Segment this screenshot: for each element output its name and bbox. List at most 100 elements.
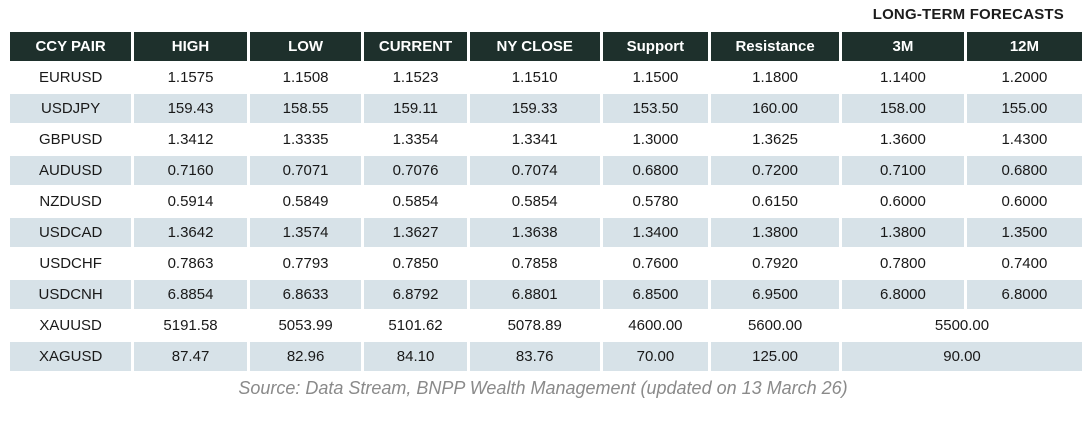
value-cell: 0.5914: [131, 185, 250, 218]
column-header-current: CURRENT: [361, 30, 470, 63]
value-cell: 5053.99: [246, 309, 365, 342]
source-footnote: Source: Data Stream, BNPP Wealth Managem…: [238, 378, 848, 398]
table-row: USDCHF 0.7863 0.7793 0.7850 0.7858 0.7600 0.79…: [10, 247, 1082, 280]
value-cell: 1.2000: [963, 61, 1082, 94]
value-cell: 0.6800: [599, 154, 712, 187]
table-row: GBPUSD 1.3412 1.3335 1.3354 1.3341 1.3000 1.36…: [10, 123, 1082, 156]
value-cell: 0.7076: [361, 154, 470, 187]
value-cell: 1.3500: [963, 216, 1082, 249]
value-cell: 6.8792: [361, 278, 470, 311]
value-cell: 5600.00: [708, 309, 843, 342]
value-cell: 0.5854: [466, 185, 603, 218]
value-cell: 1.3800: [839, 216, 967, 249]
value-cell: 1.3627: [361, 216, 470, 249]
pair-cell: USDCAD: [10, 216, 135, 249]
value-cell: 1.1400: [839, 61, 967, 94]
value-cell: 6.8801: [466, 278, 603, 311]
table-row: NZDUSD 0.5914 0.5849 0.5854 0.5854 0.5780 0.61…: [10, 185, 1082, 218]
value-cell: 6.8633: [246, 278, 365, 311]
value-cell: 0.6800: [963, 154, 1082, 187]
value-cell: 70.00: [599, 340, 712, 373]
value-cell: 0.7200: [708, 154, 843, 187]
value-cell: 0.7400: [963, 247, 1082, 280]
value-cell: 1.3341: [466, 123, 603, 156]
pair-cell: USDCHF: [10, 247, 135, 280]
value-cell: 84.10: [361, 340, 470, 373]
column-header-ny-close: NY CLOSE: [466, 30, 603, 63]
pair-cell: NZDUSD: [10, 185, 135, 218]
value-cell: 1.3354: [361, 123, 470, 156]
value-cell: 1.3600: [839, 123, 967, 156]
page-title: LONG-TERM FORECASTS: [872, 6, 1064, 23]
table-row: XAGUSD 87.47 82.96 84.10 83.76 70.00 125.00 90.…: [10, 340, 1082, 373]
value-cell: 1.3574: [246, 216, 365, 249]
value-cell: 0.5780: [599, 185, 712, 218]
value-cell: 1.3335: [246, 123, 365, 156]
value-cell: 0.7074: [466, 154, 603, 187]
value-cell: 158.00: [839, 92, 967, 125]
value-cell: 1.3638: [466, 216, 603, 249]
value-cell: 1.1500: [599, 61, 712, 94]
fx-forecast-table: CCY PAIR HIGH LOW CURRENT NY CLOSE Suppo…: [10, 30, 1082, 373]
column-header-ccy-pair: CCY PAIR: [10, 30, 135, 63]
value-cell: 1.1508: [246, 61, 365, 94]
table-row: USDCNH 6.8854 6.8633 6.8792 6.8801 6.8500 6.95…: [10, 278, 1082, 311]
value-cell: 1.3000: [599, 123, 712, 156]
value-cell: 0.6150: [708, 185, 843, 218]
value-cell: 1.1510: [466, 61, 603, 94]
value-cell: 0.7850: [361, 247, 470, 280]
table-row: XAUUSD 5191.58 5053.99 5101.62 5078.89 4600.0…: [10, 309, 1082, 342]
value-cell: 1.3412: [131, 123, 250, 156]
value-cell: 1.3642: [131, 216, 250, 249]
value-cell: 6.8500: [599, 278, 712, 311]
pair-cell: XAUUSD: [10, 309, 135, 342]
value-cell: 0.7160: [131, 154, 250, 187]
pair-cell: AUDUSD: [10, 154, 135, 187]
value-cell: 1.3400: [599, 216, 712, 249]
value-cell: 0.7858: [466, 247, 603, 280]
value-cell: 1.1575: [131, 61, 250, 94]
value-cell: 6.8000: [963, 278, 1082, 311]
pair-cell: USDJPY: [10, 92, 135, 125]
value-cell: 0.6000: [963, 185, 1082, 218]
value-cell: 158.55: [246, 92, 365, 125]
value-cell: 1.4300: [963, 123, 1082, 156]
value-cell: 0.7071: [246, 154, 365, 187]
value-cell: 0.7793: [246, 247, 365, 280]
value-cell: 0.7863: [131, 247, 250, 280]
value-cell: 1.1523: [361, 61, 470, 94]
value-cell: 1.3800: [708, 216, 843, 249]
pair-cell: XAGUSD: [10, 340, 135, 373]
value-cell: 1.3625: [708, 123, 843, 156]
table-row: USDCAD 1.3642 1.3574 1.3627 1.3638 1.3400 1.38…: [10, 216, 1082, 249]
table-body: EURUSD 1.1575 1.1508 1.1523 1.1510 1.1500 1.18…: [10, 61, 1082, 373]
value-cell: 82.96: [246, 340, 365, 373]
value-cell: 5101.62: [361, 309, 470, 342]
header-row: CCY PAIR HIGH LOW CURRENT NY CLOSE Suppo…: [10, 30, 1082, 63]
column-header-low: LOW: [246, 30, 365, 63]
value-cell: 159.33: [466, 92, 603, 125]
value-cell: 0.6000: [839, 185, 967, 218]
value-cell: 6.9500: [708, 278, 843, 311]
merged-forecast-cell: 5500.00: [839, 309, 1082, 342]
value-cell: 0.5854: [361, 185, 470, 218]
table-row: AUDUSD 0.7160 0.7071 0.7076 0.7074 0.6800 0.72…: [10, 154, 1082, 187]
column-header-resistance: Resistance: [708, 30, 843, 63]
value-cell: 1.1800: [708, 61, 843, 94]
value-cell: 155.00: [963, 92, 1082, 125]
merged-forecast-cell: 90.00: [839, 340, 1082, 373]
value-cell: 87.47: [131, 340, 250, 373]
column-header-support: Support: [599, 30, 712, 63]
value-cell: 6.8000: [839, 278, 967, 311]
column-header-high: HIGH: [131, 30, 250, 63]
pair-cell: USDCNH: [10, 278, 135, 311]
column-header-12m: 12M: [963, 30, 1082, 63]
value-cell: 153.50: [599, 92, 712, 125]
value-cell: 6.8854: [131, 278, 250, 311]
value-cell: 83.76: [466, 340, 603, 373]
value-cell: 4600.00: [599, 309, 712, 342]
value-cell: 5078.89: [466, 309, 603, 342]
value-cell: 125.00: [708, 340, 843, 373]
pair-cell: GBPUSD: [10, 123, 135, 156]
